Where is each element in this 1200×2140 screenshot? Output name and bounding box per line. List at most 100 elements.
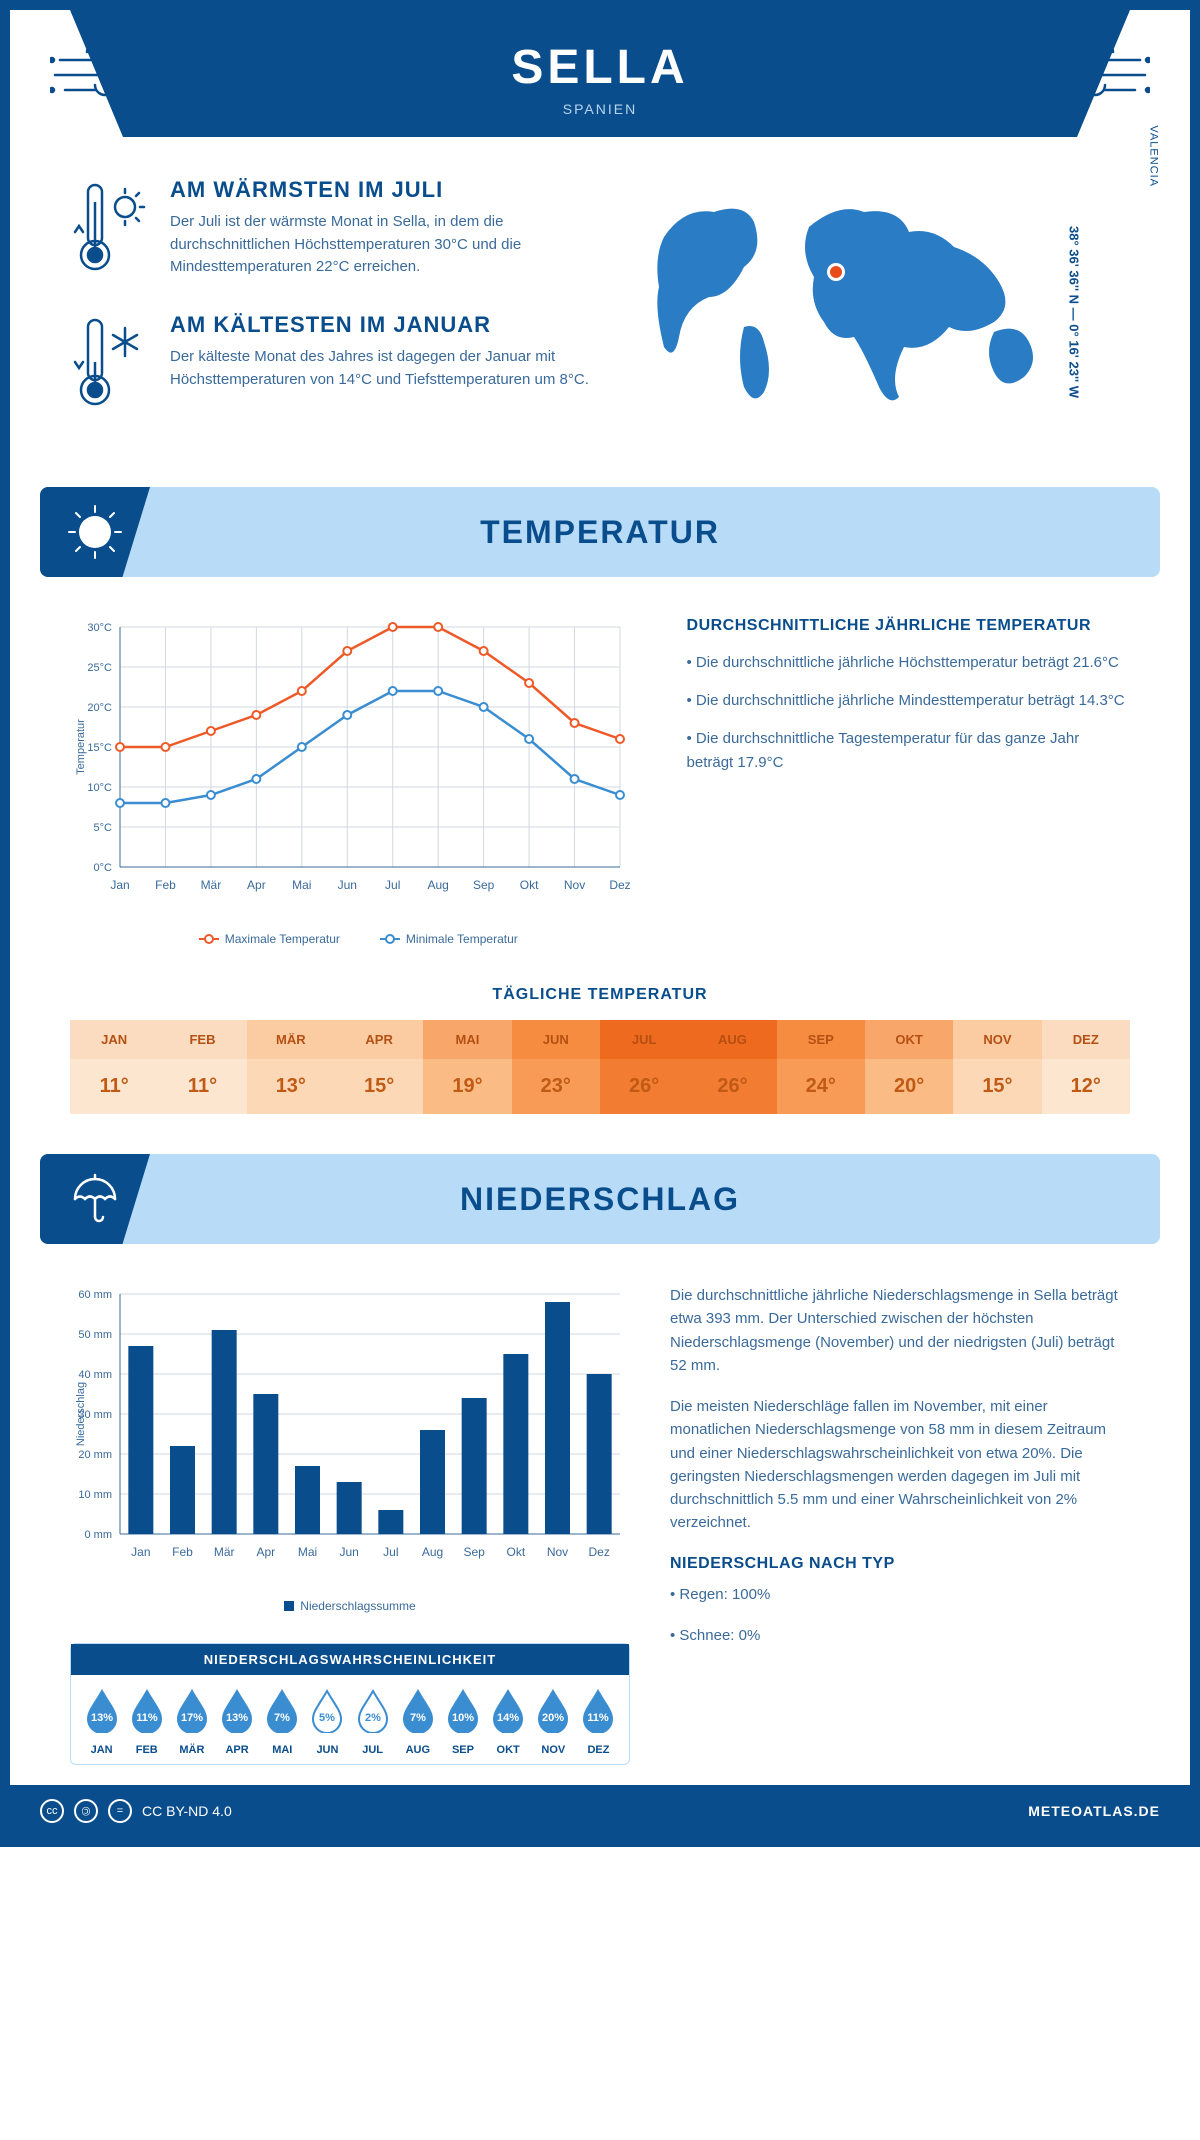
temp-bullet: • Die durchschnittliche Tagestemperatur … [687, 727, 1130, 775]
prob-cell: 13% JAN [79, 1689, 124, 1756]
sun-icon [40, 487, 150, 577]
prob-cell: 17% MÄR [169, 1689, 214, 1756]
svg-text:Nov: Nov [547, 1545, 568, 1559]
svg-text:50 mm: 50 mm [78, 1329, 112, 1341]
svg-text:Okt: Okt [520, 878, 539, 892]
svg-text:Jun: Jun [339, 1545, 358, 1559]
drop-icon: 7% [264, 1689, 300, 1733]
svg-text:13%: 13% [91, 1712, 113, 1724]
svg-text:11%: 11% [136, 1712, 158, 1724]
svg-text:Feb: Feb [155, 878, 176, 892]
thermometer-snow-icon [70, 312, 150, 417]
svg-text:Jan: Jan [110, 878, 129, 892]
drop-icon: 11% [580, 1689, 616, 1733]
precip-paragraph: Die meisten Niederschläge fallen im Nove… [670, 1395, 1130, 1535]
precip-type: • Regen: 100% [670, 1583, 1130, 1606]
drop-icon: 13% [84, 1689, 120, 1733]
daily-cell: APR 15° [335, 1020, 423, 1114]
daily-cell: DEZ 12° [1042, 1020, 1130, 1114]
drop-icon: 17% [174, 1689, 210, 1733]
daily-cell: JUL 26° [600, 1020, 688, 1114]
svg-text:Aug: Aug [422, 1545, 443, 1559]
prob-cell: 7% AUG [395, 1689, 440, 1756]
temp-summary-heading: DURCHSCHNITTLICHE JÄHRLICHE TEMPERATUR [687, 617, 1130, 635]
by-icon: 🄯 [74, 1799, 98, 1823]
svg-text:7%: 7% [274, 1712, 290, 1724]
temperature-line-chart: 0°C5°C10°C15°C20°C25°C30°CJanFebMärAprMa… [70, 617, 630, 917]
prob-cell: 13% APR [215, 1689, 260, 1756]
prob-title: NIEDERSCHLAGSWAHRSCHEINLICHKEIT [71, 1644, 629, 1675]
page-header: SELLA SPANIEN [70, 10, 1130, 137]
precip-probability-box: NIEDERSCHLAGSWAHRSCHEINLICHKEIT 13% JAN … [70, 1643, 630, 1765]
daily-cell: FEB 11° [158, 1020, 246, 1114]
svg-text:30°C: 30°C [87, 622, 112, 634]
drop-icon: 13% [219, 1689, 255, 1733]
prob-cell: 11% FEB [124, 1689, 169, 1756]
svg-text:Feb: Feb [172, 1545, 193, 1559]
svg-text:13%: 13% [226, 1712, 248, 1724]
drop-icon: 7% [400, 1689, 436, 1733]
umbrella-icon [40, 1154, 150, 1244]
prob-cell: 10% SEP [440, 1689, 485, 1756]
section-title: NIEDERSCHLAG [460, 1181, 740, 1218]
temp-bullet: • Die durchschnittliche jährliche Mindes… [687, 689, 1130, 713]
svg-text:20 mm: 20 mm [78, 1449, 112, 1461]
legend-min: .legend-item:nth-child(2) .legend-swatch… [380, 932, 518, 946]
svg-text:20°C: 20°C [87, 702, 112, 714]
svg-text:Mai: Mai [298, 1545, 317, 1559]
precip-paragraph: Die durchschnittliche jährliche Niedersc… [670, 1284, 1130, 1377]
svg-text:10%: 10% [452, 1712, 474, 1724]
prob-cell: 7% MAI [260, 1689, 305, 1756]
precipitation-bar-chart: 0 mm10 mm20 mm30 mm40 mm50 mm60 mmNieder… [70, 1284, 630, 1584]
svg-text:Sep: Sep [473, 878, 495, 892]
legend-max: .legend-item:nth-child(1) .legend-swatch… [199, 932, 340, 946]
svg-text:Jun: Jun [338, 878, 357, 892]
svg-text:Apr: Apr [247, 878, 266, 892]
precip-type: • Schnee: 0% [670, 1624, 1130, 1647]
svg-text:Okt: Okt [506, 1545, 525, 1559]
svg-text:5°C: 5°C [94, 822, 113, 834]
svg-text:Mai: Mai [292, 878, 311, 892]
daily-cell: SEP 24° [777, 1020, 865, 1114]
svg-text:10°C: 10°C [87, 782, 112, 794]
fact-coldest: AM KÄLTESTEN IM JANUAR Der kälteste Mona… [70, 312, 604, 417]
prob-cell: 2% JUL [350, 1689, 395, 1756]
drop-icon: 11% [129, 1689, 165, 1733]
svg-text:11%: 11% [588, 1712, 610, 1724]
fact-title: AM WÄRMSTEN IM JULI [170, 177, 604, 203]
daily-temp-table: JAN 11° FEB 11° MÄR 13° APR 15° MAI 19° … [70, 1020, 1130, 1114]
thermometer-sun-icon [70, 177, 150, 282]
svg-text:Temperatur: Temperatur [75, 719, 87, 775]
daily-cell: MAI 19° [423, 1020, 511, 1114]
svg-text:Niederschlag: Niederschlag [75, 1382, 87, 1446]
svg-text:Sep: Sep [463, 1545, 485, 1559]
drop-icon: 10% [445, 1689, 481, 1733]
fact-body: Der Juli ist der wärmste Monat in Sella,… [170, 211, 604, 279]
fact-body: Der kälteste Monat des Jahres ist dagege… [170, 346, 604, 391]
svg-text:25°C: 25°C [87, 662, 112, 674]
precip-type-heading: NIEDERSCHLAG NACH TYP [670, 1555, 1130, 1573]
daily-cell: NOV 15° [953, 1020, 1041, 1114]
svg-text:0 mm: 0 mm [85, 1529, 113, 1541]
daily-cell: JUN 23° [512, 1020, 600, 1114]
nd-icon: = [108, 1799, 132, 1823]
drop-icon: 20% [535, 1689, 571, 1733]
daily-cell: JAN 11° [70, 1020, 158, 1114]
legend-precip: Niederschlagssumme [284, 1599, 415, 1613]
svg-text:Mär: Mär [214, 1545, 235, 1559]
daily-cell: OKT 20° [865, 1020, 953, 1114]
svg-text:Jul: Jul [385, 878, 400, 892]
coordinates: 38° 36' 36'' N — 0° 16' 23'' W [1066, 226, 1081, 398]
section-header-temperature: TEMPERATUR [40, 487, 1160, 577]
daily-cell: AUG 26° [688, 1020, 776, 1114]
drop-icon: 5% [309, 1689, 345, 1733]
daily-temp-title: TÄGLICHE TEMPERATUR [10, 986, 1190, 1004]
svg-text:5%: 5% [319, 1712, 335, 1724]
svg-text:40 mm: 40 mm [78, 1369, 112, 1381]
region-label: VALENCIA [1148, 125, 1160, 187]
cc-icon: cc [40, 1799, 64, 1823]
svg-text:2%: 2% [365, 1712, 381, 1724]
svg-text:7%: 7% [410, 1712, 426, 1724]
page-subtitle: SPANIEN [70, 101, 1130, 117]
page-footer: cc 🄯 = CC BY-ND 4.0 METEOATLAS.DE [10, 1785, 1190, 1837]
